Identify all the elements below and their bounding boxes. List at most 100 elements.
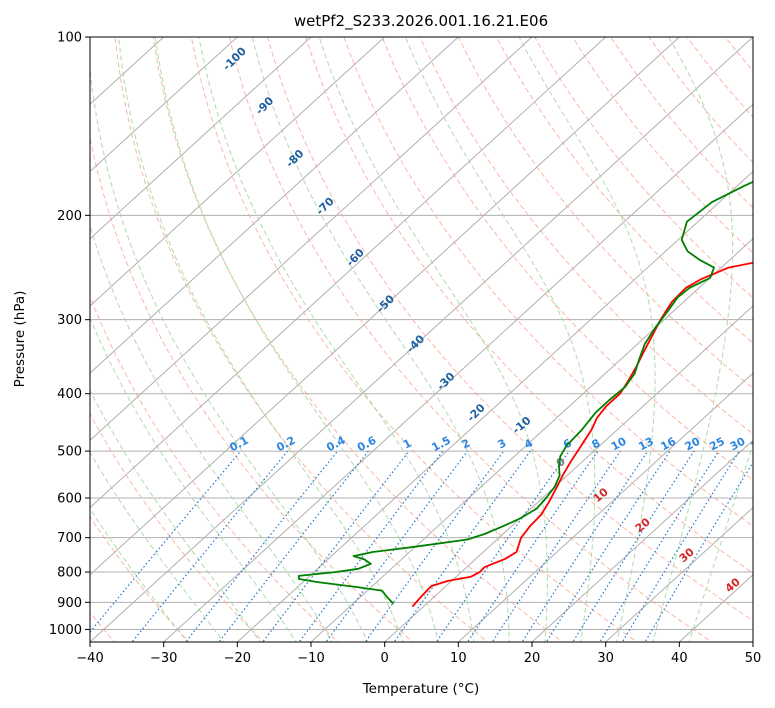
isotherm-gridline <box>604 506 753 642</box>
moist-adiabat <box>251 37 510 642</box>
dry-adiabat <box>90 412 265 642</box>
moist-adiabat <box>90 389 261 642</box>
dewpoint-profile-line <box>297 180 753 605</box>
moist-adiabat-label: -10 <box>510 414 534 437</box>
mixing-ratio-line <box>599 450 720 642</box>
y-tick-label: 300 <box>57 313 82 328</box>
isotherm-gridline <box>162 103 753 642</box>
mixing-ratio-line <box>435 450 570 642</box>
x-tick-label: −20 <box>224 651 251 666</box>
dry-adiabat <box>495 37 753 344</box>
x-tick-label: −30 <box>150 651 177 666</box>
moist-adiabat <box>688 442 753 642</box>
dry-adiabat-label: -80 <box>283 147 306 170</box>
chart-title: wetPf2_S233.2026.001.16.21.E06 <box>294 12 548 31</box>
plot-frame <box>89 36 754 643</box>
moist-adiabat <box>154 37 439 642</box>
moist-adiabat-label: 10 <box>591 485 611 505</box>
x-tick-label: 20 <box>524 651 541 666</box>
mixing-ratio-label: 30 <box>728 435 748 454</box>
dry-adiabat <box>229 37 713 642</box>
y-tick-label: 900 <box>57 596 82 611</box>
x-axis-label: Temperature (°C) <box>362 681 480 697</box>
isotherm-gridline <box>90 37 533 442</box>
x-tick-label: −40 <box>76 651 103 666</box>
mixing-ratio-line <box>572 450 695 642</box>
mixing-ratio-line <box>261 450 410 642</box>
y-tick-label: 100 <box>57 31 82 46</box>
isotherm-gridline <box>236 170 753 642</box>
dry-adiabat <box>267 37 753 622</box>
dry-adiabat <box>190 37 638 642</box>
isotherm-gridline <box>90 37 681 576</box>
mixing-ratio-line <box>545 450 671 642</box>
mixing-ratio-label: 25 <box>707 435 727 454</box>
isotherm-gridline <box>90 37 239 173</box>
x-tick-label: 10 <box>450 651 467 666</box>
moist-adiabat-label: 40 <box>723 575 743 595</box>
y-tick-label: 600 <box>57 492 82 507</box>
background-labels: 0.1 0.2 0.4 0.6 1 1.5 2 3 4 6 8 10 13 16 20 25 30 36-100-… <box>220 44 769 595</box>
dry-adiabat <box>152 37 564 642</box>
mixing-ratio-line <box>90 450 242 634</box>
moist-adiabat <box>90 65 369 642</box>
dry-adiabat <box>90 134 414 642</box>
mixing-ratio-label: 8 <box>590 436 603 451</box>
dry-adiabat <box>381 37 753 481</box>
mixing-ratio-label: 3 <box>496 436 509 451</box>
moist-adiabat <box>90 224 333 642</box>
mixing-ratio-label: 20 <box>683 435 703 454</box>
isotherm-gridline <box>752 641 753 642</box>
dry-adiabat <box>724 37 753 72</box>
isotherm-gridline <box>310 237 753 642</box>
dry-adiabat <box>114 37 489 642</box>
dry-adiabat <box>90 295 340 642</box>
y-axis-label: Pressure (hPa) <box>12 291 28 388</box>
isotherm-gridline <box>457 372 753 642</box>
mixing-ratio-label: 10 <box>609 435 629 454</box>
dry-adiabat-label: -30 <box>434 370 457 393</box>
mixing-ratio-line <box>131 450 289 642</box>
dry-adiabat <box>419 37 753 435</box>
isotherm-gridline <box>90 37 460 374</box>
y-tick-label: 1000 <box>49 623 82 638</box>
isotherm-gridline <box>90 37 312 240</box>
moist-adiabat <box>198 37 475 642</box>
mixing-ratio-label: 36 <box>749 435 769 454</box>
moist-adiabat <box>652 37 734 642</box>
dry-adiabat-label: -20 <box>465 401 488 424</box>
mixing-ratio-line <box>521 450 649 642</box>
dry-adiabat <box>648 37 753 164</box>
mixing-ratio-line <box>298 450 444 642</box>
x-tick-label: 30 <box>597 651 614 666</box>
isotherm-gridline <box>383 305 753 642</box>
dry-adiabat <box>343 37 753 527</box>
dry-adiabat <box>457 37 753 389</box>
dry-adiabat <box>90 515 190 642</box>
dry-adiabat-label: -60 <box>344 246 367 269</box>
x-tick-label: 0 <box>381 651 389 666</box>
mixing-ratio-line <box>185 450 339 642</box>
y-tick-label: 500 <box>57 445 82 460</box>
x-axis: −40 −30 −20 −10 0 10 20 30 40 50 <box>76 642 761 666</box>
isotherm-gridline <box>90 37 386 307</box>
mixing-ratio-line <box>364 450 505 642</box>
moist-adiabat-label: 30 <box>677 545 697 565</box>
isotherm-gridline <box>531 439 753 642</box>
mixing-ratio-label: 2 <box>459 436 472 451</box>
mixing-ratio-label: 13 <box>636 435 656 454</box>
y-tick-label: 200 <box>57 209 82 224</box>
profile-series <box>297 180 753 608</box>
dry-adiabat <box>305 37 753 574</box>
mixing-ratio-line <box>466 450 599 642</box>
isotherm-gridline <box>90 37 753 642</box>
y-axis: 100 200 300 400 500 600 700 800 900 1000 <box>49 31 90 638</box>
x-tick-label: −10 <box>297 651 324 666</box>
moist-adiabat <box>518 37 656 642</box>
moist-adiabat <box>404 37 596 642</box>
y-tick-label: 800 <box>57 566 82 581</box>
mixing-ratio-line <box>644 461 753 642</box>
moist-adiabat <box>318 37 548 642</box>
dry-adiabat <box>572 37 753 254</box>
